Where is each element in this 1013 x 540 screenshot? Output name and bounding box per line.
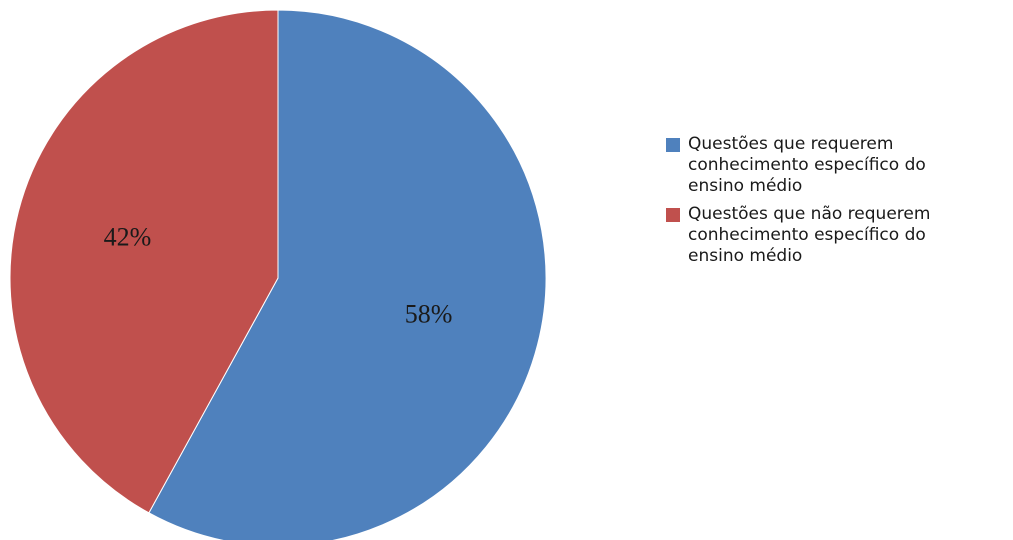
pie-slice-no-knowledge — [9, 9, 279, 514]
data-label-requires-knowledge: 58% — [405, 300, 453, 329]
legend-swatch-requires-knowledge — [666, 138, 680, 152]
legend-item-requires-knowledge: Questões que requerem conhecimento espec… — [666, 134, 996, 197]
legend-label-requires-knowledge: Questões que requerem conhecimento espec… — [688, 134, 926, 196]
pie-slices — [9, 9, 547, 540]
data-label-no-knowledge: 42% — [104, 222, 152, 251]
legend-swatch-no-knowledge — [666, 208, 680, 222]
pie-slice-requires-knowledge — [148, 9, 547, 540]
legend-item-no-knowledge: Questões que não requerem conhecimento e… — [666, 204, 996, 267]
pie-data-labels: 58% 42% — [104, 222, 453, 328]
legend-label-no-knowledge: Questões que não requerem conhecimento e… — [688, 204, 931, 266]
legend: Questões que requerem conhecimento espec… — [666, 134, 996, 274]
